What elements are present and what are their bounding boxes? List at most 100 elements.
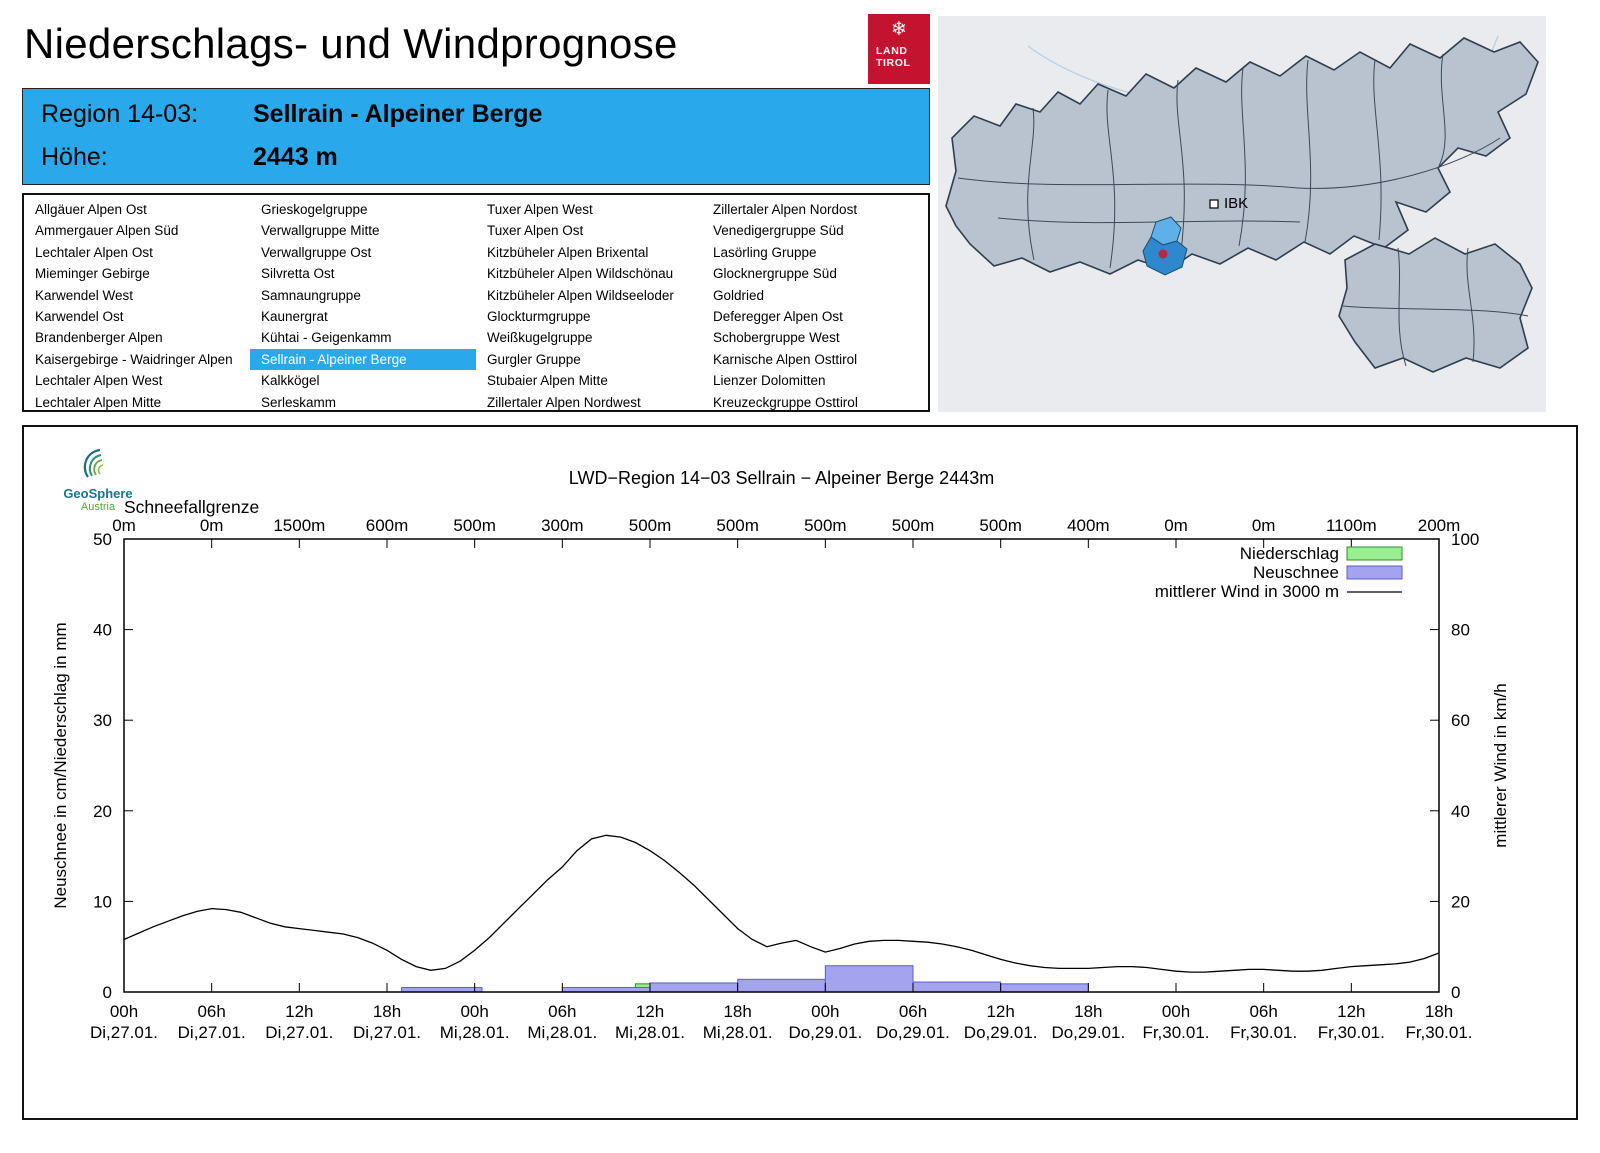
land-logo-line2: TIROL (876, 57, 911, 69)
schneefallgrenze-value: 1500m (273, 516, 325, 535)
region-list-item[interactable]: Mieminger Gebirge (35, 266, 150, 282)
neuschnee-bar (824, 965, 914, 993)
region-list-item[interactable]: Glockturmgruppe (487, 308, 591, 324)
y-axis-label-right: mittlerer Wind in km/h (1491, 683, 1510, 847)
neuschnee-bar (912, 981, 1002, 993)
schneefallgrenze-value: 500m (892, 516, 935, 535)
region-list-item[interactable]: Kitzbüheler Alpen Wildseeloder (487, 287, 674, 303)
page-title: Niederschlags- und Windprognose (24, 20, 678, 67)
y-tick-left: 10 (93, 892, 112, 911)
x-tick-date: Mi,28.01. (703, 1023, 773, 1042)
region-list-item[interactable]: Weißkugelgruppe (487, 330, 593, 346)
x-tick-hour: 12h (636, 1002, 664, 1021)
chart-title: LWD−Region 14−03 Sellrain − Alpeiner Ber… (569, 468, 994, 488)
region-list-item[interactable]: Lechtaler Alpen Ost (35, 244, 153, 260)
region-list-item[interactable]: Karwendel Ost (35, 308, 124, 324)
region-list-item[interactable]: Kreuzeckgruppe Osttirol (713, 394, 858, 410)
region-list-item[interactable]: Gurgler Gruppe (487, 351, 581, 367)
y-tick-left: 0 (103, 983, 112, 1002)
x-tick-date: Do,29.01. (876, 1023, 950, 1042)
x-tick-hour: 06h (1249, 1002, 1277, 1021)
y-tick-left: 20 (93, 802, 112, 821)
region-list-item[interactable]: Tuxer Alpen West (487, 202, 593, 217)
x-tick-date: Di,27.01. (178, 1023, 246, 1042)
region-list-item[interactable]: Zillertaler Alpen Nordwest (487, 394, 641, 410)
region-list-item[interactable]: Kitzbüheler Alpen Brixental (487, 244, 649, 260)
region-list-item[interactable]: Schobergruppe West (713, 330, 840, 346)
x-tick-date: Di,27.01. (90, 1023, 158, 1042)
schneefallgrenze-value: 400m (1067, 516, 1110, 535)
region-list-item[interactable]: Grieskogelgruppe (261, 202, 368, 217)
tirol-map[interactable]: IBK (938, 16, 1546, 412)
y-tick-left: 50 (93, 530, 112, 549)
region-list-item[interactable]: Lechtaler Alpen Mitte (35, 394, 162, 410)
region-list-item[interactable]: Tuxer Alpen Ost (487, 223, 584, 239)
x-tick-date: Do,29.01. (788, 1023, 862, 1042)
region-list-item[interactable]: Stubaier Alpen Mitte (487, 373, 608, 389)
region-info-box: Region 14-03: Sellrain - Alpeiner Berge … (22, 88, 930, 185)
geosphere-country: Austria (80, 501, 116, 513)
x-tick-date: Mi,28.01. (527, 1023, 597, 1042)
schneefallgrenze-value: 0m (200, 516, 224, 535)
x-tick-date: Fr,30.01. (1318, 1023, 1385, 1042)
region-list-item[interactable]: Kitzbüheler Alpen Wildschönau (487, 266, 674, 282)
y-tick-left: 40 (93, 621, 112, 640)
region-label: Region 14-03: (41, 100, 199, 128)
region-list-item[interactable]: Venedigergruppe Süd (713, 223, 844, 239)
x-tick-hour: 00h (460, 1002, 488, 1021)
neuschnee-bar (649, 982, 739, 993)
region-list-item[interactable]: Glocknergruppe Süd (713, 266, 837, 282)
x-tick-hour: 00h (1162, 1002, 1190, 1021)
station-dot (1158, 249, 1168, 259)
legend-swatch (1346, 565, 1403, 580)
legend-label: Neuschnee (1253, 563, 1339, 582)
schneefallgrenze-value: 500m (979, 516, 1022, 535)
x-tick-date: Di,27.01. (353, 1023, 421, 1042)
forecast-chart-panel: GeoSphere Austria LWD−Region 14−03 Sellr… (22, 425, 1578, 1120)
ibk-marker-icon (1209, 199, 1219, 209)
region-list-item[interactable]: Kaisergebirge - Waidringer Alpen (35, 351, 233, 367)
region-list-item[interactable]: Kalkkögel (261, 373, 320, 389)
region-list-item[interactable]: Goldried (713, 287, 765, 303)
region-list-item[interactable]: Deferegger Alpen Ost (713, 308, 843, 324)
schneefallgrenze-value: 300m (541, 516, 584, 535)
region-list-item[interactable]: Kühtai - Geigenkamm (261, 330, 392, 346)
x-tick-hour: 18h (373, 1002, 401, 1021)
x-tick-date: Fr,30.01. (1405, 1023, 1472, 1042)
region-list-item[interactable]: Zillertaler Alpen Nordost (713, 202, 858, 217)
region-list-item[interactable]: Verwallgruppe Ost (261, 244, 372, 260)
ibk-label: IBK (1224, 195, 1248, 212)
region-list-item[interactable]: Lechtaler Alpen West (35, 373, 163, 389)
region-list-item[interactable]: Karnische Alpen Osttirol (713, 351, 858, 367)
schneefallgrenze-value: 0m (112, 516, 136, 535)
neuschnee-bar (737, 978, 826, 993)
schneefallgrenze-value: 200m (1418, 516, 1461, 535)
region-list-item[interactable]: Samnaungruppe (261, 287, 361, 303)
x-tick-hour: 00h (811, 1002, 839, 1021)
region-list-item[interactable]: Brandenberger Alpen (35, 330, 163, 346)
region-list-item[interactable]: Ammergauer Alpen Süd (35, 223, 179, 239)
region-list-item[interactable]: Verwallgruppe Mitte (261, 223, 380, 239)
land-tirol-emblem-icon: ❄ (891, 19, 907, 40)
x-tick-date: Di,27.01. (265, 1023, 333, 1042)
region-list-item[interactable]: Lienzer Dolomitten (713, 373, 826, 389)
x-tick-hour: 12h (285, 1002, 313, 1021)
x-tick-hour: 12h (986, 1002, 1014, 1021)
schneefallgrenze-value: 600m (366, 516, 409, 535)
x-tick-hour: 06h (197, 1002, 225, 1021)
region-list-item[interactable]: Sellrain - Alpeiner Berge (250, 348, 476, 371)
y-tick-right: 100 (1451, 530, 1479, 549)
neuschnee-bar (1000, 983, 1089, 993)
region-list-item[interactable]: Kaunergrat (261, 308, 328, 324)
y-tick-right: 0 (1451, 983, 1460, 1002)
region-list-item[interactable]: Allgäuer Alpen Ost (35, 202, 147, 217)
region-value: Sellrain - Alpeiner Berge (253, 100, 543, 128)
region-list-item[interactable]: Serleskamm (261, 394, 337, 410)
district-borders (957, 53, 1529, 367)
region-list-item[interactable]: Karwendel West (35, 287, 134, 303)
legend-label: mittlerer Wind in 3000 m (1155, 582, 1339, 601)
wind-line (123, 834, 1440, 973)
geosphere-logo: GeoSphere Austria (48, 445, 148, 513)
region-list-item[interactable]: Lasörling Gruppe (713, 244, 817, 260)
region-list-item[interactable]: Silvretta Ost (261, 266, 335, 282)
